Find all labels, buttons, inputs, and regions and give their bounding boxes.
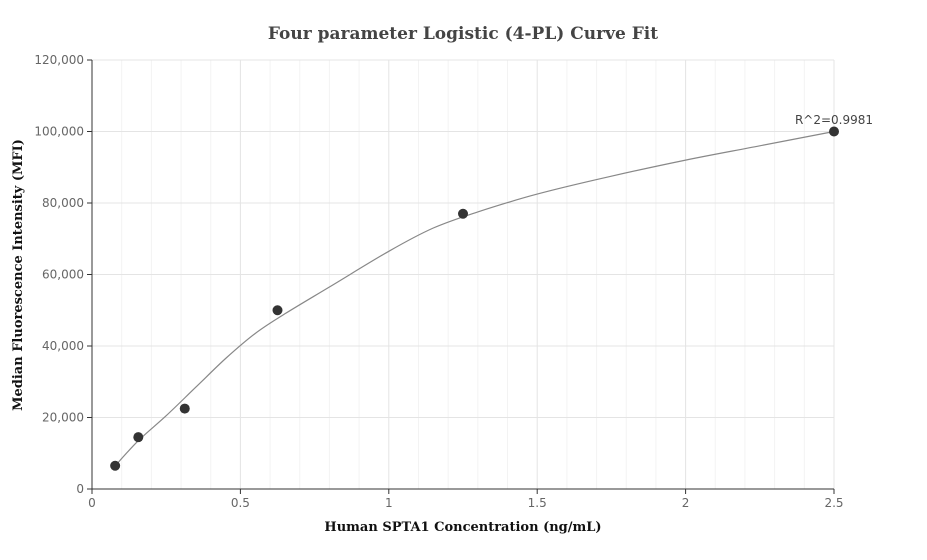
y-tick-label: 60,000 bbox=[42, 268, 84, 282]
y-tick-label: 120,000 bbox=[34, 53, 84, 67]
y-tick-label: 80,000 bbox=[42, 196, 84, 210]
y-axis-title: Median Fluorescence Intensity (MFI) bbox=[11, 139, 26, 411]
data-point bbox=[110, 460, 121, 471]
y-tick-label: 20,000 bbox=[42, 411, 84, 425]
data-points bbox=[110, 126, 839, 471]
data-point bbox=[829, 126, 839, 137]
x-tick-label: 1 bbox=[385, 496, 393, 510]
grid bbox=[92, 59, 835, 489]
y-tick-label: 40,000 bbox=[42, 339, 84, 353]
x-tick-label: 1.5 bbox=[528, 496, 547, 510]
r-squared-annotation: R^2=0.9981 bbox=[795, 113, 873, 127]
fit-curve-line bbox=[114, 130, 835, 467]
data-point bbox=[179, 403, 190, 414]
x-tick-label: 2 bbox=[682, 496, 690, 510]
x-tick-label: 0 bbox=[88, 496, 96, 510]
axes: 0 20,000 40,000 60,000 80,000 100,000 120,000 0… bbox=[34, 53, 843, 510]
x-axis-title: Human SPTA1 Concentration (ng/mL) bbox=[324, 520, 601, 535]
fit-curve-group bbox=[114, 130, 835, 467]
data-point bbox=[458, 208, 468, 219]
data-point bbox=[133, 432, 144, 443]
data-point bbox=[272, 305, 283, 316]
x-tick-label: 0.5 bbox=[231, 496, 250, 510]
y-tick-label: 0 bbox=[76, 482, 84, 496]
y-tick-label: 100,000 bbox=[34, 125, 84, 139]
chart-title: Four parameter Logistic (4-PL) Curve Fit bbox=[268, 24, 658, 44]
x-tick-label: 2.5 bbox=[824, 496, 843, 510]
